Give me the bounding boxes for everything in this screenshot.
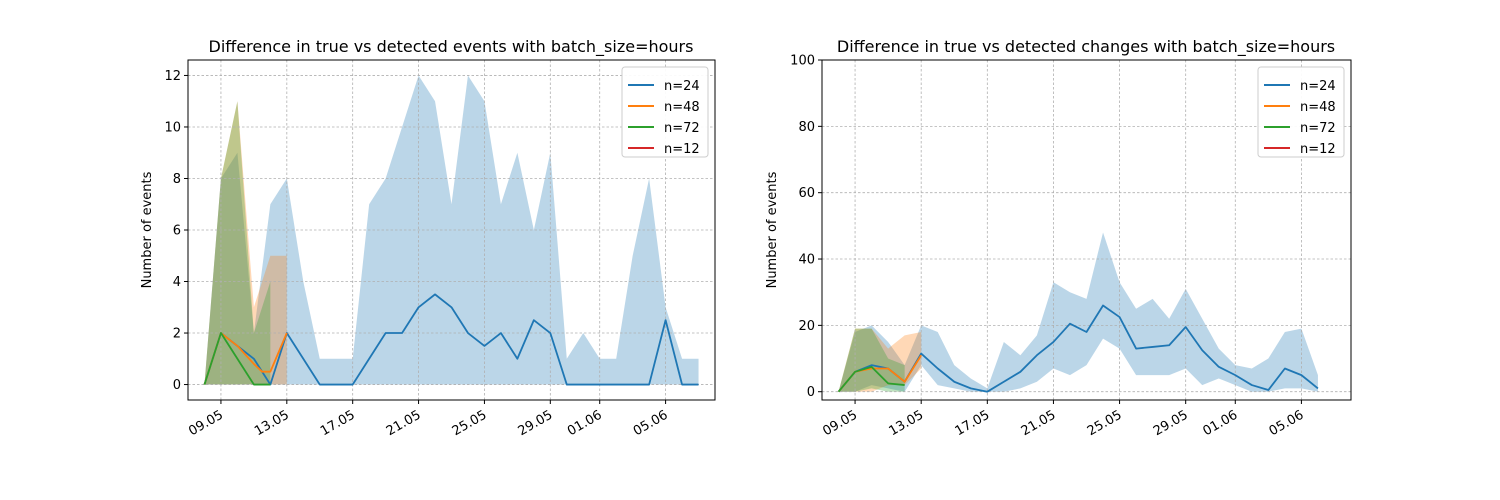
y-tick-label: 100	[790, 54, 815, 69]
y-tick-label: 2	[173, 327, 181, 342]
y-axis-label: Number of events	[140, 171, 155, 288]
y-axis-label: Number of events	[765, 171, 780, 288]
series-lines	[203, 293, 699, 386]
legend: n=24 n=48 n=72 n=12	[621, 66, 709, 158]
legend-label: n=72	[664, 121, 700, 136]
y-tick-label: 8	[173, 172, 181, 187]
chart-events: 09.05 13.05 17.05 21.05 25.05 29.05 01.06 05.06…	[140, 37, 716, 439]
y-axis: 0 2 4 6 8 10 12	[164, 69, 188, 393]
y-tick-label: 0	[173, 378, 181, 393]
legend-label: n=48	[1300, 100, 1336, 115]
line-n=72	[203, 332, 271, 386]
band-n=48	[204, 101, 287, 385]
series-lines	[837, 304, 1319, 393]
y-tick-label: 0	[807, 385, 815, 400]
plot-frame	[821, 59, 1352, 401]
y-tick-label: 4	[173, 275, 181, 290]
chart-title: Difference in true vs detected changes w…	[837, 37, 1335, 57]
y-tick-label: 60	[798, 186, 815, 201]
chart-title: Difference in true vs detected events wi…	[209, 37, 694, 57]
band-n=24	[838, 232, 1318, 392]
y-tick-label: 20	[798, 319, 815, 334]
axes-frame	[821, 59, 1352, 401]
y-tick-label: 80	[798, 120, 815, 135]
line-n=72	[837, 365, 905, 393]
legend-label: n=48	[664, 100, 700, 115]
legend-frame	[1257, 66, 1345, 158]
legend: n=24 n=48 n=72 n=12	[1257, 66, 1345, 158]
legend-label: n=12	[664, 142, 700, 157]
y-tick-label: 40	[798, 253, 815, 268]
legend-label: n=24	[664, 79, 700, 94]
gridlines	[188, 60, 715, 400]
y-tick-label: 10	[164, 120, 181, 135]
legend-label: n=12	[1300, 142, 1336, 157]
legend-label: n=24	[1300, 79, 1336, 94]
legend-frame	[621, 66, 709, 158]
y-tick-label: 12	[164, 69, 181, 84]
y-axis: 0 20 40 60 80 100	[790, 54, 822, 400]
legend-label: n=72	[1300, 121, 1336, 136]
y-tick-label: 6	[173, 224, 181, 239]
band-n=48	[838, 328, 922, 392]
